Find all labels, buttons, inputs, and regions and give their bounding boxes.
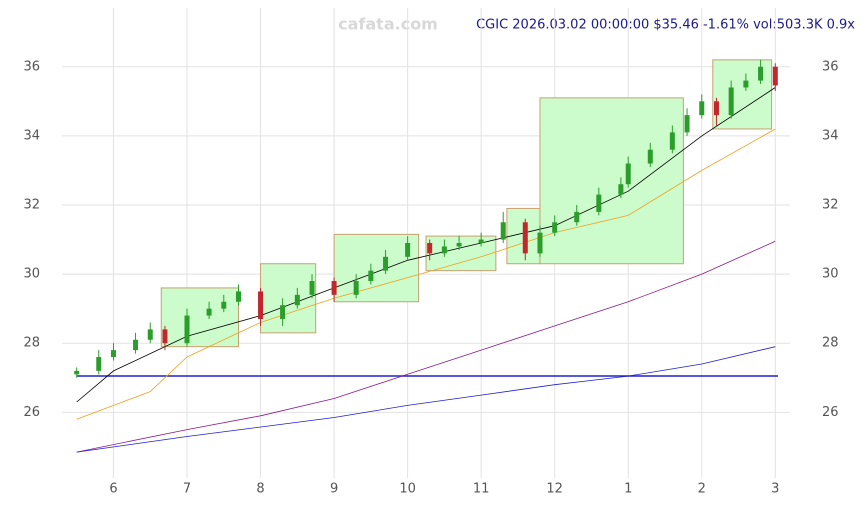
y-tick-label-right: 34 <box>822 128 839 143</box>
candle-body <box>147 329 153 340</box>
candle-body <box>522 222 528 254</box>
candle-body <box>383 256 389 271</box>
moving-average <box>76 87 776 403</box>
candle-body <box>552 222 558 233</box>
y-tick-label-right: 28 <box>822 336 839 351</box>
candle-body <box>258 291 264 320</box>
y-tick-label: 34 <box>23 128 40 143</box>
candle-body <box>456 243 462 247</box>
x-tick-label: 12 <box>546 482 563 497</box>
candle-body <box>184 315 190 344</box>
candle-body <box>743 80 749 88</box>
x-tick-label: 1 <box>624 482 632 497</box>
y-tick-label: 36 <box>23 59 40 74</box>
y-tick-label-right: 26 <box>822 405 839 420</box>
y-tick-label-right: 32 <box>822 197 839 212</box>
candle-body <box>405 243 411 257</box>
candle-body <box>537 232 543 254</box>
candle-body <box>500 222 506 240</box>
x-tick-label: 2 <box>698 482 706 497</box>
candle-body <box>625 163 631 185</box>
candle-body <box>669 132 675 150</box>
candle-body <box>368 270 374 282</box>
moving-average <box>76 128 776 420</box>
candle-body <box>353 281 359 295</box>
candle-body <box>684 115 690 133</box>
candle-body <box>574 211 580 223</box>
y-tick-label: 30 <box>23 267 40 282</box>
moving-average <box>76 346 776 453</box>
candle-body <box>596 194 602 212</box>
candle-body <box>441 246 447 254</box>
x-tick-label: 6 <box>109 482 117 497</box>
candle-body <box>110 350 116 358</box>
x-tick-label: 10 <box>399 482 416 497</box>
candle-body <box>162 329 168 344</box>
candle-body <box>618 184 624 195</box>
candle-body <box>427 243 433 254</box>
candle-body <box>294 294 300 306</box>
candle-body <box>235 291 241 302</box>
candle-body <box>206 308 212 316</box>
y-tick-label-right: 36 <box>822 59 839 74</box>
candle-body <box>713 101 719 116</box>
candle-body <box>728 87 734 116</box>
candle-body <box>647 149 653 164</box>
x-tick-label: 9 <box>330 482 338 497</box>
range-box <box>160 287 239 348</box>
y-tick-label: 32 <box>23 197 40 212</box>
candle-body <box>478 239 484 243</box>
x-tick-label: 8 <box>256 482 264 497</box>
range-box <box>539 97 684 265</box>
x-tick-label: 11 <box>473 482 490 497</box>
candle-body <box>758 66 764 81</box>
moving-average <box>76 240 776 453</box>
candle-body <box>309 281 315 295</box>
candle-body <box>96 357 102 371</box>
candle-body <box>331 281 337 295</box>
y-tick-label: 28 <box>23 336 40 351</box>
x-tick-label: 7 <box>183 482 191 497</box>
y-tick-label-right: 30 <box>822 267 839 282</box>
candle-body <box>280 305 286 320</box>
candle-body <box>133 339 139 351</box>
x-tick-label: 3 <box>771 482 779 497</box>
candle-body <box>772 66 778 86</box>
candle-body <box>699 101 705 116</box>
candle-body <box>74 370 80 375</box>
y-tick-label: 26 <box>23 405 40 420</box>
candle-body <box>221 301 227 309</box>
chart-title: CGIC 2026.03.02 00:00:00 $35.46 -1.61% v… <box>476 18 855 33</box>
range-box <box>333 233 420 303</box>
watermark: cafata.com <box>338 15 438 34</box>
